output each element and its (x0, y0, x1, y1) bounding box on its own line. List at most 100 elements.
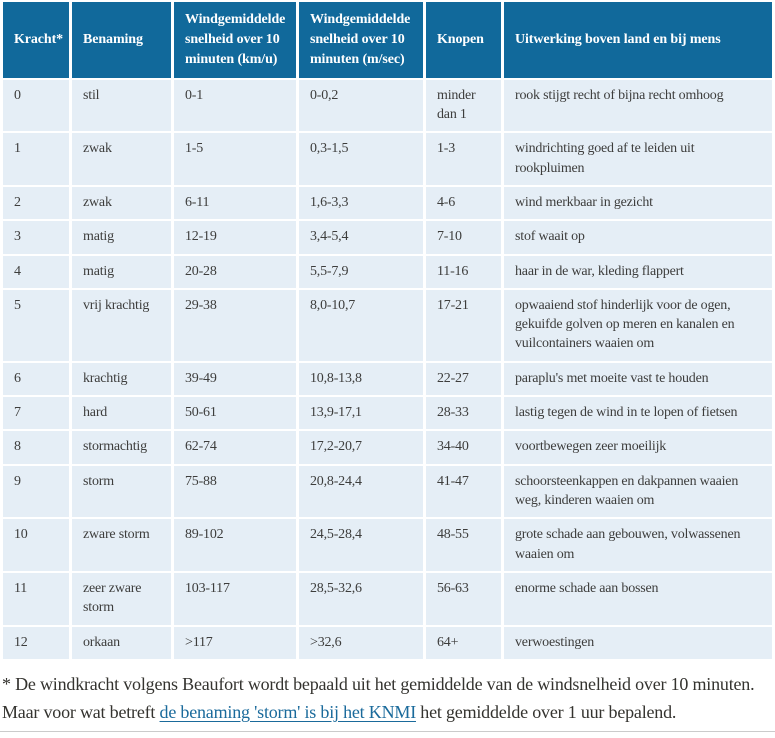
bottom-divider (0, 730, 775, 732)
table-cell: zwak (72, 186, 171, 220)
table-cell: 64+ (426, 626, 501, 659)
table-cell: zwak (72, 133, 171, 185)
table-cell: 11-16 (426, 255, 501, 288)
table-cell: 0-0,2 (299, 79, 423, 132)
table-cell: vrij krachtig (72, 289, 171, 361)
table-cell: 39-49 (174, 362, 296, 396)
table-cell: 17-21 (426, 289, 501, 361)
table-cell: 0,3-1,5 (299, 133, 423, 185)
table-cell: stof waait op (504, 221, 772, 254)
table-cell: 7-10 (426, 221, 501, 254)
table-cell: 12 (3, 626, 69, 659)
table-cell: stil (72, 79, 171, 132)
table-cell: 7 (3, 397, 69, 430)
table-row: 5 vrij krachtig 29-38 8,0-10,7 17-21 opwaaien… (3, 289, 772, 361)
beaufort-wind-scale-table: Kracht* Benaming Windgemiddelde snelheid… (3, 2, 772, 659)
table-cell: 8,0-10,7 (299, 289, 423, 361)
table-cell: 11 (3, 572, 69, 625)
table-row: 8 stormachtig 62-74 17,2-20,7 34-40 voortbewe… (3, 431, 772, 464)
table-cell: 5 (3, 289, 69, 361)
table-cell: krachtig (72, 362, 171, 396)
table-cell: 12-19 (174, 221, 296, 254)
table-cell: 34-40 (426, 431, 501, 464)
table-cell: 62-74 (174, 431, 296, 464)
table-cell: 9 (3, 465, 69, 518)
table-cell: 13,9-17,1 (299, 397, 423, 430)
table-cell: 75-88 (174, 465, 296, 518)
table-cell: zware storm (72, 519, 171, 571)
table-row: 7 hard 50-61 13,9-17,1 28-33 lastig tegen de … (3, 397, 772, 430)
table-cell: voortbewegen zeer moeilijk (504, 431, 772, 464)
table-cell: 3,4-5,4 (299, 221, 423, 254)
table-row: 2 zwak 6-11 1,6-3,3 4-6 wind merkbaar in gezi… (3, 186, 772, 220)
table-row: 1 zwak 1-5 0,3-1,5 1-3 windrichting goed af t… (3, 133, 772, 185)
table-row: 10 zware storm 89-102 24,5-28,4 48-55 grote s… (3, 519, 772, 571)
table-row: 6 krachtig 39-49 10,8-13,8 22-27 paraplu's me… (3, 362, 772, 396)
table-cell: windrichting goed af te leiden uit rookp… (504, 133, 772, 185)
table-cell: zeer zware storm (72, 572, 171, 625)
column-header-snelheid-msec: Windgemiddelde snelheid over 10 minuten … (299, 2, 423, 78)
table-cell: 10 (3, 519, 69, 571)
table-cell: 50-61 (174, 397, 296, 430)
footnote-text-after-link: het gemiddelde over 1 uur bepalend. (415, 701, 677, 722)
column-header-kracht: Kracht* (3, 2, 69, 78)
table-cell: 28-33 (426, 397, 501, 430)
table-cell: matig (72, 255, 171, 288)
column-header-knopen: Knopen (426, 2, 501, 78)
table-body: 0 stil 0-1 0-0,2 minder dan 1 rook stijgt rec… (3, 79, 772, 659)
table-cell: lastig tegen de wind in te lopen of fiet… (504, 397, 772, 430)
table-cell: minder dan 1 (426, 79, 501, 132)
table-cell: >32,6 (299, 626, 423, 659)
table-cell: haar in de war, kleding flappert (504, 255, 772, 288)
table-header: Kracht* Benaming Windgemiddelde snelheid… (3, 2, 772, 78)
table-row: 12 orkaan >117 >32,6 64+ verwoestingen (3, 626, 772, 659)
table-cell: 1-3 (426, 133, 501, 185)
table-cell: paraplu's met moeite vast te houden (504, 362, 772, 396)
table-cell: storm (72, 465, 171, 518)
table-cell: 0-1 (174, 79, 296, 132)
table-cell: 4-6 (426, 186, 501, 220)
footnote: * De windkracht volgens Beaufort wordt b… (2, 671, 775, 727)
table-cell: stormachtig (72, 431, 171, 464)
table-cell: orkaan (72, 626, 171, 659)
table-cell: verwoestingen (504, 626, 772, 659)
table-cell: 20,8-24,4 (299, 465, 423, 518)
table-cell: 29-38 (174, 289, 296, 361)
table-cell: 56-63 (426, 572, 501, 625)
table-cell: 4 (3, 255, 69, 288)
table-row: 9 storm 75-88 20,8-24,4 41-47 schoorsteenkapp… (3, 465, 772, 518)
table-cell: >117 (174, 626, 296, 659)
table-cell: 1 (3, 133, 69, 185)
table-cell: 1-5 (174, 133, 296, 185)
table-row: 0 stil 0-1 0-0,2 minder dan 1 rook stijgt rec… (3, 79, 772, 132)
table-cell: 10,8-13,8 (299, 362, 423, 396)
table-cell: 8 (3, 431, 69, 464)
table-cell: matig (72, 221, 171, 254)
table-cell: 20-28 (174, 255, 296, 288)
table-cell: 103-117 (174, 572, 296, 625)
header-row: Kracht* Benaming Windgemiddelde snelheid… (3, 2, 772, 78)
table-cell: grote schade aan gebouwen, volwassenen w… (504, 519, 772, 571)
column-header-uitwerking: Uitwerking boven land en bij mens (504, 2, 772, 78)
table-cell: 3 (3, 221, 69, 254)
storm-definition-link[interactable]: de benaming 'storm' is bij het KNMI (159, 701, 417, 722)
table-cell: 5,5-7,9 (299, 255, 423, 288)
table-cell: 24,5-28,4 (299, 519, 423, 571)
table-cell: wind merkbaar in gezicht (504, 186, 772, 220)
table-cell: 6-11 (174, 186, 296, 220)
table-cell: enorme schade aan bossen (504, 572, 772, 625)
column-header-benaming: Benaming (72, 2, 171, 78)
table-cell: schoorsteenkappen en dakpannen waaien we… (504, 465, 772, 518)
table-cell: 41-47 (426, 465, 501, 518)
column-header-snelheid-kmu: Windgemiddelde snelheid over 10 minuten … (174, 2, 296, 78)
table-row: 3 matig 12-19 3,4-5,4 7-10 stof waait op (3, 221, 772, 254)
table-cell: 28,5-32,6 (299, 572, 423, 625)
table-cell: 1,6-3,3 (299, 186, 423, 220)
table-cell: 0 (3, 79, 69, 132)
table-cell: opwaaiend stof hinderlijk voor de ogen, … (504, 289, 772, 361)
table-cell: hard (72, 397, 171, 430)
table-cell: 17,2-20,7 (299, 431, 423, 464)
table-cell: 6 (3, 362, 69, 396)
table-cell: rook stijgt recht of bijna recht omhoog (504, 79, 772, 132)
